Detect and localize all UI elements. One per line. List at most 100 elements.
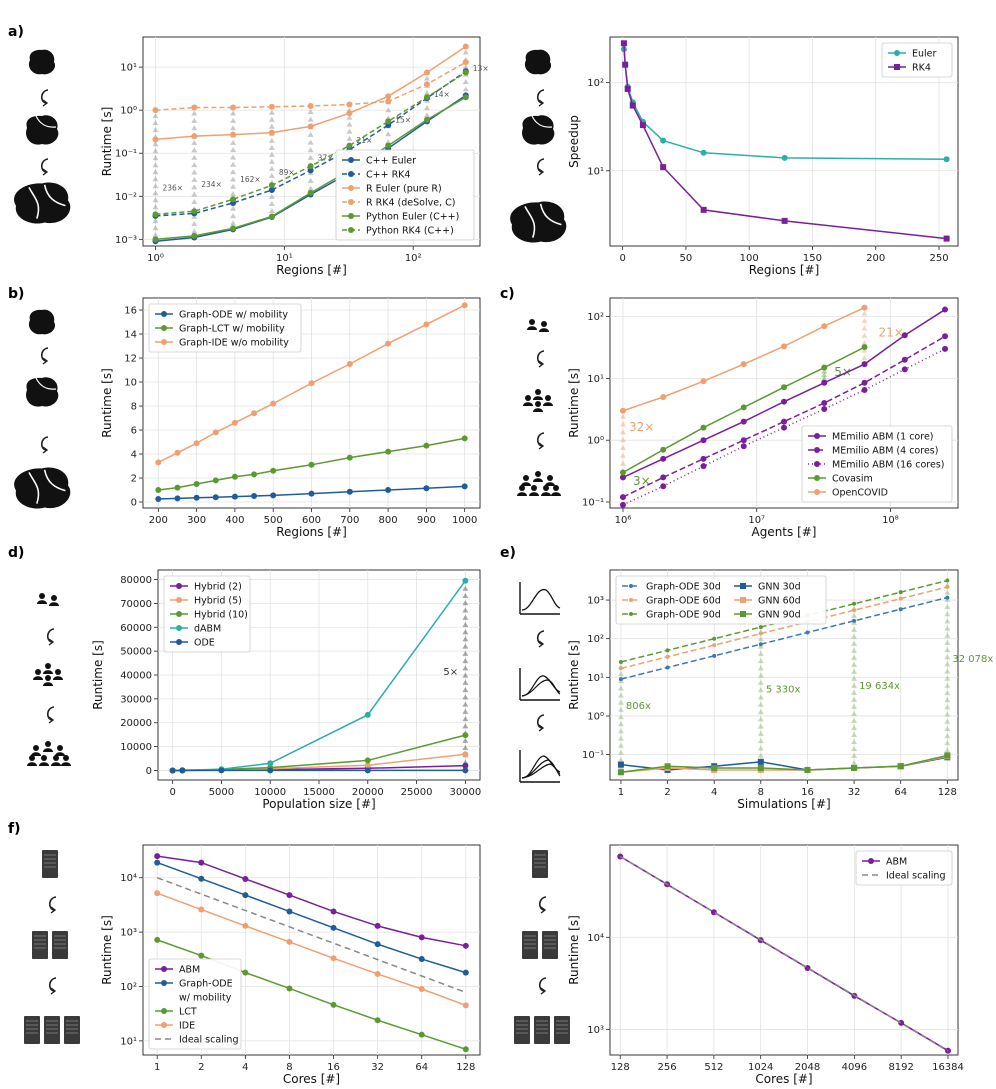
y-tick-label: 10000 [120,742,152,753]
data-point [385,143,391,149]
legend-marker [161,325,167,331]
data-point [308,163,314,169]
legend-marker [161,1022,167,1028]
people-group-icon [33,663,63,686]
legend-label: ABM [886,857,907,868]
server-cluster-icon [32,931,68,959]
region-map-icon [29,50,55,75]
people-group-icon [517,471,561,496]
data-point [269,182,275,188]
people-group-icon [523,389,553,412]
data-point [152,136,158,142]
region-map-icon [26,377,58,406]
x-tick-label: 10⁰ [147,253,164,264]
legend-marker [894,64,900,70]
data-point [191,133,197,139]
curved-arrow-icon [538,715,544,731]
data-point [419,934,425,940]
data-point [194,495,200,501]
speedup-annotation: 32 078x [952,654,993,665]
data-point [286,908,292,914]
data-point [741,437,747,443]
data-point [385,98,391,104]
x-tick-label: 4096 [842,1062,867,1073]
region-map-icon [510,201,566,242]
legend-label: MEmilio ABM (4 cores) [832,446,938,457]
data-point [462,732,468,738]
data-point [331,1002,337,1008]
region-map-icon [14,182,70,223]
legend-marker [161,311,167,317]
legend-marker [894,50,900,56]
curved-arrow-icon [540,897,546,913]
x-tick-label: 8192 [888,1062,913,1073]
data-point [152,211,158,217]
legend-label: GNN 60d [758,596,801,607]
legend-marker [814,433,820,439]
legend-label: Graph-IDE w/o mobility [179,338,289,349]
data-point [852,608,856,612]
y-tick-label: 4 [131,450,137,461]
curved-arrow-icon [42,90,48,106]
y-tick-label: 10⁴ [587,933,604,944]
data-point [898,763,904,769]
curved-arrow-icon [538,351,544,367]
data-point [945,596,949,600]
x-tick-label: 200 [866,253,885,264]
data-point [462,578,468,584]
x-tick-label: 64 [894,787,907,798]
data-point [385,341,391,347]
data-point [462,751,468,757]
data-point [462,435,468,441]
data-point [945,585,949,589]
data-point [862,305,868,311]
legend-label: Python Euler (C++) [366,212,459,223]
data-point [232,420,238,426]
x-tick-label: 0 [619,253,625,264]
data-point [862,361,868,367]
data-point [660,164,666,170]
data-point [759,632,763,636]
data-point [419,986,425,992]
data-point [899,607,903,611]
legend-marker [176,597,182,603]
legend-marker [176,639,182,645]
data-point [462,302,468,308]
multi-curve-icon [520,750,560,782]
data-point [174,450,180,456]
data-point [758,759,764,765]
legend-marker [176,625,182,631]
data-point [347,489,353,495]
data-point [154,890,160,896]
legend-marker [348,227,354,233]
y-tick-label: 10¹ [587,166,604,177]
data-point [230,225,236,231]
speedup-annotation: 5× [443,667,458,678]
data-point [308,190,314,196]
data-point [781,425,787,431]
data-point [852,619,856,623]
legend-label: C++ RK4 [366,170,410,181]
legend-label: C++ Euler [366,156,416,167]
data-point [781,399,787,405]
data-point [700,425,706,431]
data-point [198,907,204,913]
data-point [660,474,666,480]
y-tick-label: 10⁻² [115,192,137,203]
legend-label: ODE [194,638,215,649]
data-point [251,471,257,477]
speedup-annotation: 32× [629,420,654,434]
y-tick-label: 10¹ [120,63,137,74]
data-point [902,366,908,372]
legend-label: Graph-LCT w/ mobility [179,324,285,335]
data-point [942,346,948,352]
region-map-icon [525,50,551,75]
data-point [660,447,666,453]
panel-label-d: d) [8,545,24,561]
data-point [805,630,809,634]
x-tick-label: 10⁸ [882,515,899,526]
